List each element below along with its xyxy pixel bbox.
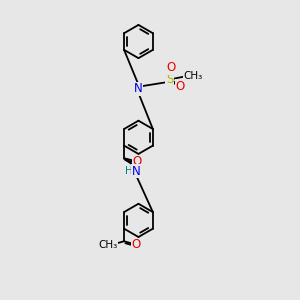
Text: CH₃: CH₃ — [98, 240, 118, 250]
Text: N: N — [132, 165, 140, 178]
Text: CH₃: CH₃ — [183, 71, 202, 81]
Text: O: O — [132, 155, 141, 168]
Text: O: O — [167, 61, 176, 74]
Text: H: H — [125, 166, 132, 176]
Text: O: O — [131, 238, 141, 251]
Text: S: S — [166, 73, 173, 86]
Text: O: O — [176, 80, 184, 93]
Text: N: N — [134, 82, 143, 95]
